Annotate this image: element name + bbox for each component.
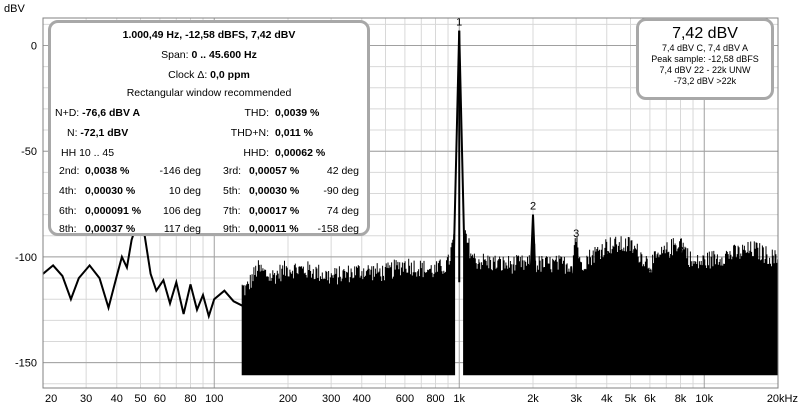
harmonic-6-value: 0,000091 % (85, 205, 142, 217)
level-above-22k-readout: -73,2 dBV >22k (673, 76, 737, 86)
harmonic-peak-label: 3 (573, 228, 579, 240)
nd-label: N+D: (55, 107, 80, 119)
clock-label: Clock Δ: (168, 69, 208, 81)
noise-value: -72,1 dBV (80, 127, 129, 139)
x-tick-label: 400 (353, 393, 371, 405)
level-main-value: 7,42 dBV (672, 25, 738, 42)
x-tick-label: 800 (426, 393, 444, 405)
harmonic-2-value: 0,0038 % (85, 165, 130, 177)
y-tick-label: -50 (21, 146, 37, 158)
harmonic-4-value: 0,00030 % (85, 185, 136, 197)
harmonic-6-label: 6th: (59, 205, 77, 217)
thdn-value: 0,011 % (275, 127, 313, 139)
x-tick-label: 6k (644, 393, 656, 405)
x-tick-label: 200 (279, 393, 297, 405)
harmonic-6-phase: 106 deg (163, 205, 201, 217)
x-tick-label: 100 (205, 393, 223, 405)
info-header: 1.000,49 Hz, -12,58 dBFS, 7,42 dBV (122, 29, 296, 41)
clock-value: 0,0 ppm (210, 69, 250, 81)
harmonic-peak-label: 1 (456, 17, 462, 29)
level-weighted-readout: 7,4 dBV C, 7,4 dBV A (661, 43, 749, 53)
x-tick-label: 30 (80, 393, 92, 405)
harmonic-4-label: 4th: (59, 185, 77, 197)
plot-frame (42, 17, 779, 389)
span-label: Span: (161, 49, 189, 61)
x-tick-label: 8k (675, 393, 687, 405)
thd-value: 0,0039 % (275, 107, 320, 119)
harmonic-9-phase: -158 deg (317, 223, 359, 235)
harmonic-3-value: 0,00057 % (249, 165, 300, 177)
x-tick-label: 50 (134, 393, 146, 405)
nd-readout: N+D: -76,6 dBV A (55, 107, 140, 119)
level-readout-panel: 7,42 dBV 7,4 dBV C, 7,4 dBV A Peak sampl… (636, 18, 774, 100)
harmonic-2-label: 2nd: (59, 165, 80, 177)
span-readout: Span: 0 .. 45.600 Hz (51, 49, 367, 61)
harmonic-peak-label: 8 (677, 245, 683, 257)
harmonic-4-phase: 10 deg (168, 185, 201, 197)
x-tick-label: 600 (396, 393, 414, 405)
x-tick-label: 3k (570, 393, 582, 405)
x-tick-label: 300 (322, 393, 340, 405)
x-tick-label: 5k (625, 393, 637, 405)
x-tick-label: 10k (695, 393, 713, 405)
thdn-label: THD+N: (230, 127, 269, 139)
harmonic-7-value: 0,00017 % (249, 205, 300, 217)
span-value: 0 .. 45.600 Hz (191, 49, 257, 61)
noise-floor-trace (241, 230, 779, 376)
harmonic-peak-label: 6 (647, 268, 653, 280)
y-tick-label: -100 (15, 252, 37, 264)
x-tick-label: 20kHz (767, 393, 798, 405)
noise-floor-path (241, 230, 779, 376)
hhd-value: 0,00062 % (275, 147, 326, 159)
axis-tick-labels: 0 -50 -100 -150 20 30 40 50 60 80 100 200 300 400 600 8… (15, 40, 798, 405)
x-tick-label: 1k (453, 393, 465, 405)
hhd-label: HHD: (243, 147, 269, 159)
harmonic-7-label: 7th: (223, 205, 241, 217)
x-tick-label: 20 (45, 393, 57, 405)
harmonic-5-label: 5th: (223, 185, 241, 197)
x-tick-label: 4k (601, 393, 613, 405)
harmonic-3-phase: 42 deg (326, 165, 359, 177)
nd-value: -76,6 dBV A (82, 107, 141, 119)
level-peak-sample: Peak sample: -12,58 dBFS (651, 54, 759, 64)
harmonic-peak-label: 9 (690, 268, 696, 280)
harmonic-9-label: 9th: (223, 223, 241, 235)
y-tick-label: -150 (15, 358, 37, 370)
x-tick-label: 60 (154, 393, 166, 405)
harmonic-9-value: 0,00011 % (249, 223, 299, 235)
harmonic-2-phase: -146 deg (159, 165, 201, 177)
harmonic-3-label: 3rd: (223, 165, 242, 177)
harmonic-peak-label: 5 (627, 249, 633, 261)
x-tick-label: 40 (111, 393, 123, 405)
level-unweighted-readout: 7,4 dBV 22 - 22k UNW (659, 65, 751, 75)
clock-readout: Clock Δ: 0,0 ppm (51, 69, 367, 81)
window-recommendation: Rectangular window recommended (126, 87, 292, 99)
y-tick-label: 0 (31, 40, 37, 52)
harmonic-8-value: 0,00037 % (85, 223, 136, 235)
harmonic-8-label: 8th: (59, 223, 77, 235)
harmonic-peak-label: 7 (663, 256, 669, 268)
harmonic-peak-label: 4 (604, 249, 610, 261)
harmonic-7-phase: 74 deg (326, 205, 359, 217)
harmonic-peak-label: 2 (530, 201, 536, 213)
spectrum-trace (42, 30, 779, 320)
hh-range-label: HH 10 .. 45 (61, 147, 115, 159)
measurement-info-panel: 1.000,49 Hz, -12,58 dBFS, 7,42 dBV Span:… (48, 20, 370, 236)
noise-label: N: (67, 127, 78, 139)
y-axis-unit-label: dBV (4, 3, 25, 15)
thd-label: THD: (244, 107, 270, 119)
x-tick-label: 2k (527, 393, 539, 405)
noise-readout: N: -72,1 dBV (67, 127, 128, 139)
harmonic-8-phase: 117 deg (163, 223, 201, 235)
x-tick-label: 80 (184, 393, 196, 405)
harmonic-5-phase: -90 deg (323, 185, 359, 197)
harmonic-5-value: 0,00030 % (249, 185, 300, 197)
